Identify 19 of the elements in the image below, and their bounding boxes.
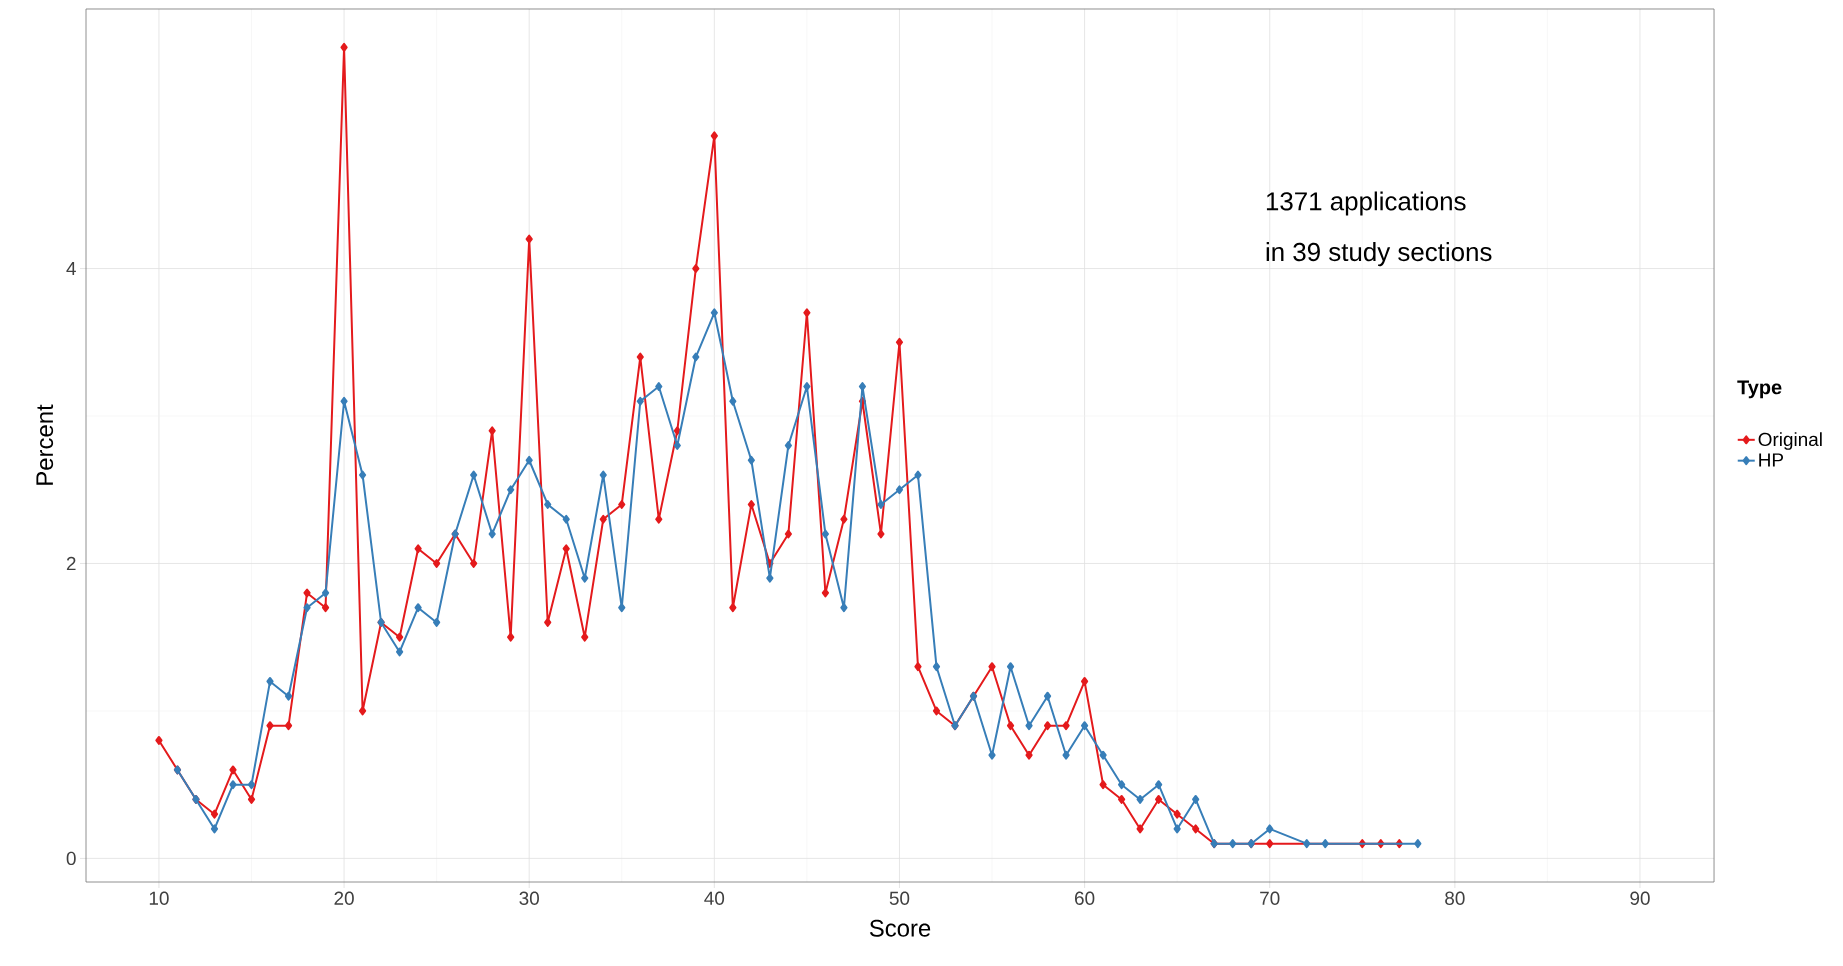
x-tick-label: 10 bbox=[149, 891, 169, 905]
annotation: in 39 study sections bbox=[1266, 242, 1492, 267]
y-axis-title: Percent bbox=[36, 404, 54, 485]
x-axis-title: Score bbox=[869, 919, 931, 937]
y-tick-label: 2 bbox=[66, 556, 76, 571]
annotation: 1371 applications bbox=[1266, 191, 1466, 216]
x-tick-label: 60 bbox=[1075, 891, 1095, 905]
legend-title: Type bbox=[1737, 380, 1782, 399]
legend-label: Original bbox=[1758, 432, 1822, 450]
x-tick-label: 80 bbox=[1445, 891, 1465, 905]
x-tick-label: 50 bbox=[889, 891, 910, 905]
x-tick-label: 30 bbox=[519, 891, 539, 905]
legend-label: HP bbox=[1759, 453, 1784, 467]
x-tick-label: 90 bbox=[1630, 891, 1650, 905]
x-tick-label: 40 bbox=[704, 891, 725, 905]
x-tick-label: 70 bbox=[1260, 891, 1280, 905]
y-tick-label: 0 bbox=[66, 851, 76, 866]
y-tick-label: 4 bbox=[66, 262, 76, 276]
x-tick-label: 20 bbox=[334, 891, 354, 905]
